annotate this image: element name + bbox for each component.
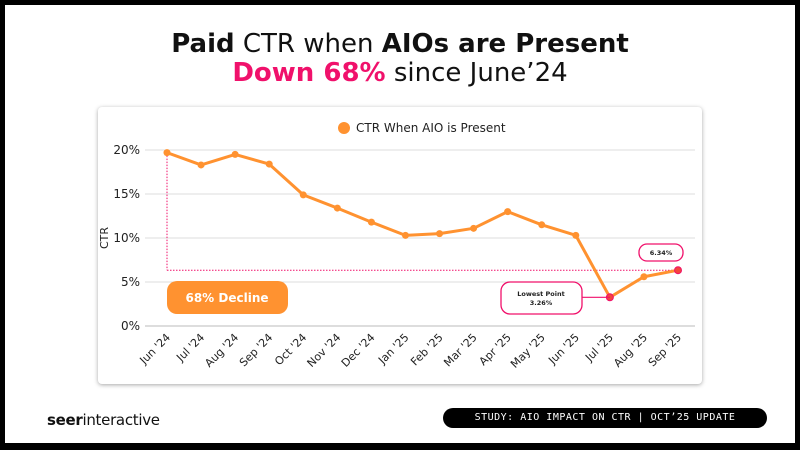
- title-rest: since June’24: [385, 58, 568, 88]
- data-point: [197, 161, 205, 169]
- x-tick-label: Dec '24: [339, 331, 378, 370]
- x-tick-label: Jun '24: [137, 331, 174, 368]
- x-tick-label: Aug '24: [202, 331, 241, 370]
- legend-marker: [338, 122, 350, 134]
- y-tick-label: 0%: [121, 319, 140, 333]
- data-point: [299, 191, 307, 199]
- decline-badge: [167, 281, 288, 314]
- lowest-point-callout: [500, 281, 583, 315]
- data-point: [333, 204, 341, 212]
- x-tick-label: Sep '25: [646, 331, 684, 369]
- y-tick-label: 10%: [113, 231, 140, 245]
- last-value-label: 6.34%: [650, 249, 673, 257]
- y-tick-label: 20%: [113, 143, 140, 157]
- seer-logo: seerinteractive: [47, 411, 160, 429]
- data-point: [401, 231, 409, 239]
- data-point: [265, 160, 273, 168]
- legend-label: CTR When AIO is Present: [356, 121, 506, 135]
- x-tick-label: Sep '24: [237, 331, 275, 369]
- decline-badge-label: 68% Decline: [185, 291, 268, 305]
- x-tick-label: Feb '25: [408, 331, 445, 368]
- x-tick-label: Aug '25: [611, 331, 650, 370]
- y-tick-label: 15%: [113, 187, 140, 201]
- title-highlight: Down 68%: [232, 58, 386, 88]
- x-tick-label: Mar '25: [441, 331, 479, 369]
- data-point: [367, 218, 375, 226]
- title-bold-a: Paid: [171, 29, 235, 59]
- title-light: CTR when: [234, 29, 382, 59]
- data-point: [504, 208, 512, 216]
- data-point: [231, 150, 239, 158]
- y-tick-label: 5%: [121, 275, 140, 289]
- data-point: [572, 231, 580, 239]
- lowest-point-title: Lowest Point: [517, 290, 564, 298]
- slide-title: Paid CTR when AIOs are Present Down 68% …: [0, 30, 800, 88]
- x-tick-label: Oct '24: [272, 331, 309, 368]
- x-tick-label: May '25: [508, 331, 548, 371]
- last-value-callout: [638, 243, 684, 262]
- x-tick-label: Jan '25: [375, 331, 411, 367]
- data-point: [163, 149, 171, 157]
- data-point: [470, 224, 478, 232]
- data-point: [538, 221, 546, 229]
- data-point: [640, 273, 648, 281]
- chart-card: 0% 5% 10% 15% 20% CTR Jun '24 Jul '24 Aug '24 Sep…: [98, 107, 702, 384]
- x-tick-label: Nov '24: [305, 331, 344, 370]
- data-point: [436, 230, 444, 238]
- study-badge: STUDY: AIO IMPACT ON CTR | OCT’25 UPDATE: [443, 408, 767, 428]
- y-axis-label: CTR: [98, 227, 111, 249]
- series-line: [166, 151, 679, 299]
- lowest-point-value: 3.26%: [530, 299, 553, 307]
- title-bold-b: AIOs are Present: [381, 29, 629, 59]
- x-tick-label: Jun '25: [545, 331, 582, 368]
- data-point: [674, 266, 682, 275]
